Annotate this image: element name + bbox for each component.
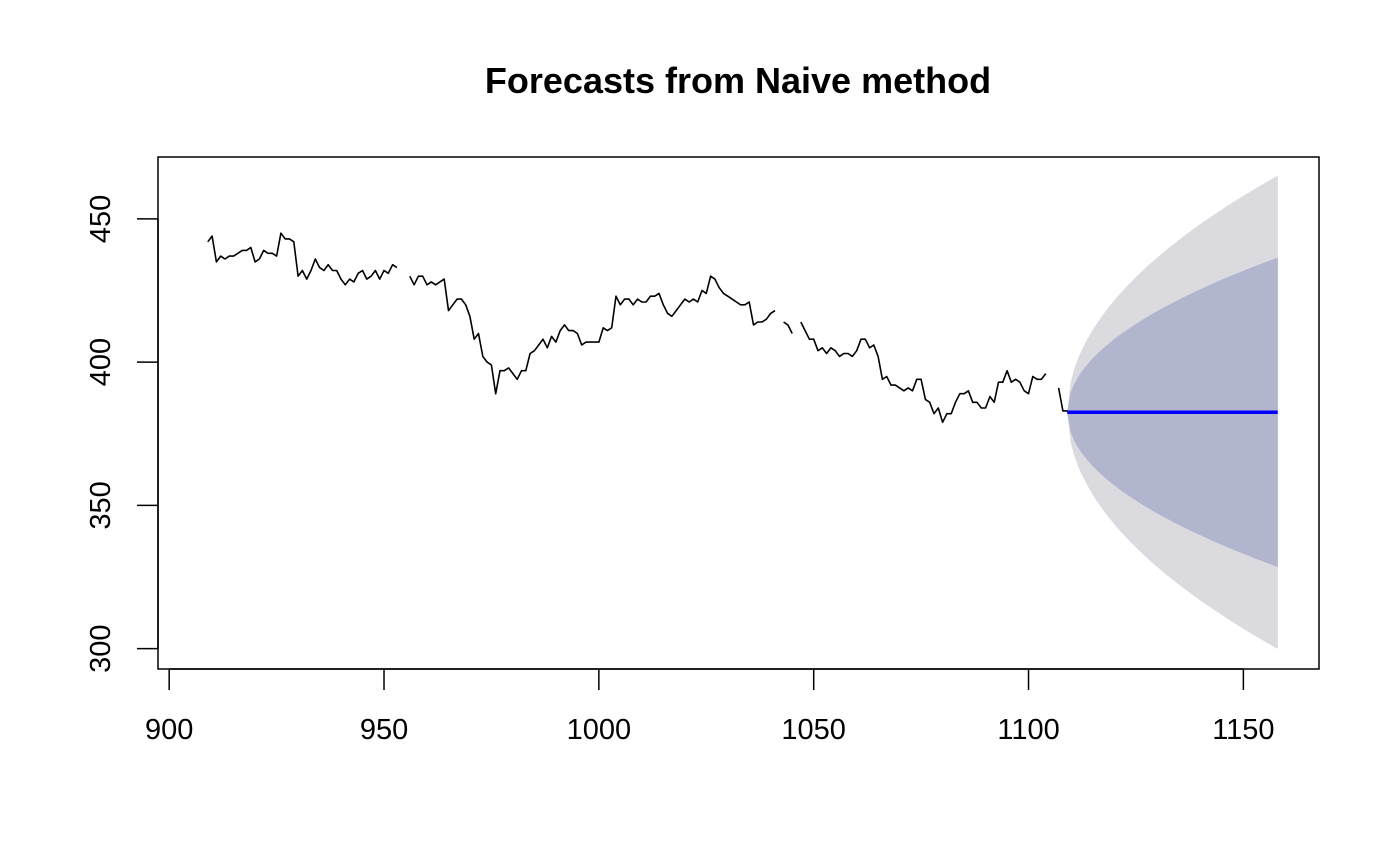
y-tick-label: 450 xyxy=(85,195,117,243)
y-axis: 300 350 400 450 xyxy=(85,195,159,673)
x-tick-label: 1150 xyxy=(1212,714,1274,746)
y-tick-label: 300 xyxy=(85,625,117,673)
history-series-line xyxy=(207,232,1072,424)
x-tick-label: 1050 xyxy=(781,714,846,746)
x-axis: 900 950 1000 1050 1100 1150 xyxy=(145,668,1275,746)
x-tick-label: 900 xyxy=(145,714,193,746)
y-tick-label: 350 xyxy=(85,481,117,529)
y-tick-label: 400 xyxy=(85,338,117,386)
chart-title: Forecasts from Naive method xyxy=(485,60,991,101)
x-tick-label: 950 xyxy=(360,714,408,746)
plot-area xyxy=(207,175,1278,649)
x-tick-label: 1100 xyxy=(997,714,1059,746)
x-tick-label: 1000 xyxy=(567,714,632,746)
